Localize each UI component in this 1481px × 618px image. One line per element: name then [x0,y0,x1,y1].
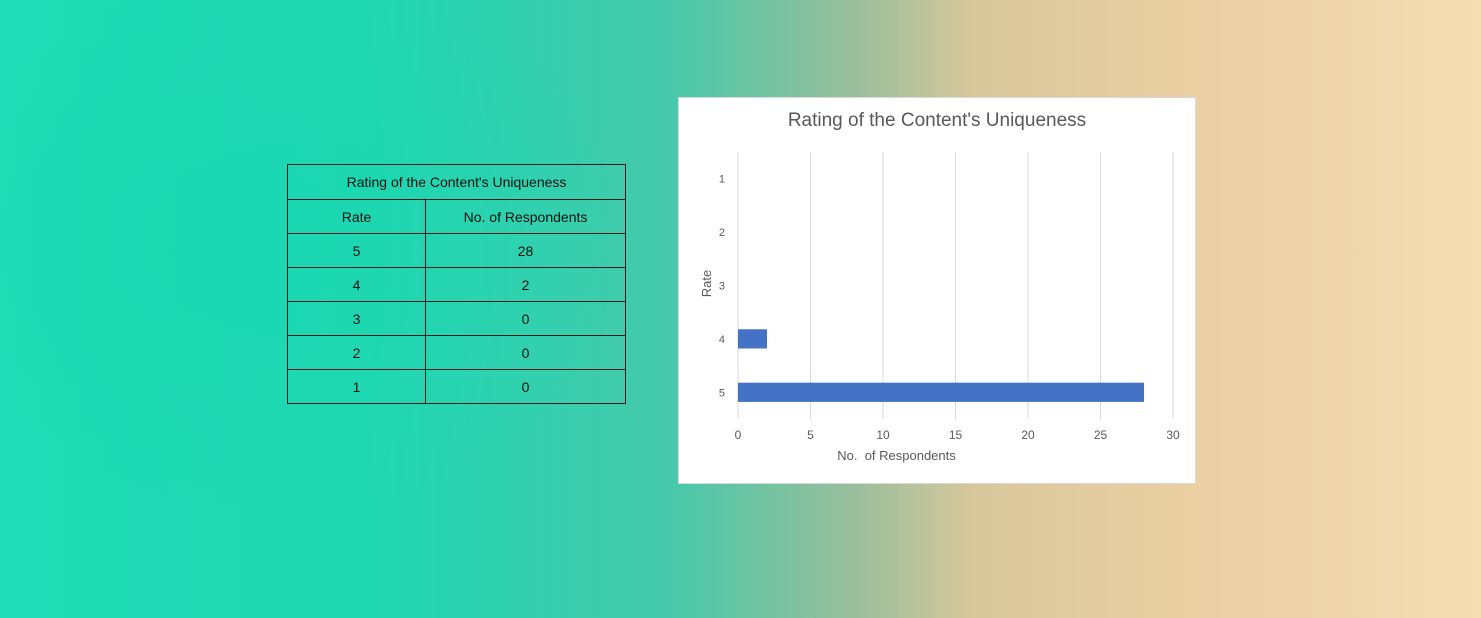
rate-cell: 3 [287,301,426,336]
table-row: 5 28 [287,233,626,268]
count-cell: 2 [425,267,626,302]
rate-cell: 2 [287,335,426,370]
count-cell: 0 [425,301,626,336]
y-tick-label: 2 [719,227,725,239]
table-row: 4 2 [287,267,626,302]
x-tick-label: 10 [876,428,890,442]
chart-title: Rating of the Content's Uniqueness [787,110,1087,131]
table-row: 2 0 [287,335,626,370]
data-table: Rating of the Content's Uniqueness Rate … [287,164,626,404]
rate-cell: 5 [287,233,426,268]
table-row: 3 0 [287,301,626,336]
x-tick-label: 25 [1094,428,1108,442]
bar [738,329,767,349]
count-cell: 0 [425,335,626,370]
count-cell: 0 [425,369,626,404]
header-rate: Rate [287,199,426,234]
x-tick-label: 5 [807,428,814,442]
x-tick-label: 15 [949,428,963,442]
table-row: 1 0 [287,369,626,404]
rate-cell: 1 [287,369,426,404]
y-axis-label: Rate [699,270,714,297]
y-tick-label: 4 [719,334,725,346]
x-tick-label: 0 [735,428,742,442]
rate-cell: 4 [287,267,426,302]
x-axis-label: No. of Respondents [837,448,956,463]
bar-chart: 0 5 10 15 20 25 30 1 2 3 4 5 No. of Respondents Rate [699,152,1180,463]
header-respondents: No. of Respondents [425,199,626,234]
chart-panel: Rating of the Content's Uniqueness 0 5 10 1… [678,97,1196,484]
y-tick-label: 5 [719,387,725,399]
y-tick-label: 3 [719,281,725,293]
x-tick-label: 30 [1166,428,1180,442]
table-title: Rating of the Content's Uniqueness [287,164,626,200]
x-tick-label: 20 [1021,428,1035,442]
bar [738,382,1144,402]
count-cell: 28 [425,233,626,268]
y-tick-label: 1 [719,174,725,186]
